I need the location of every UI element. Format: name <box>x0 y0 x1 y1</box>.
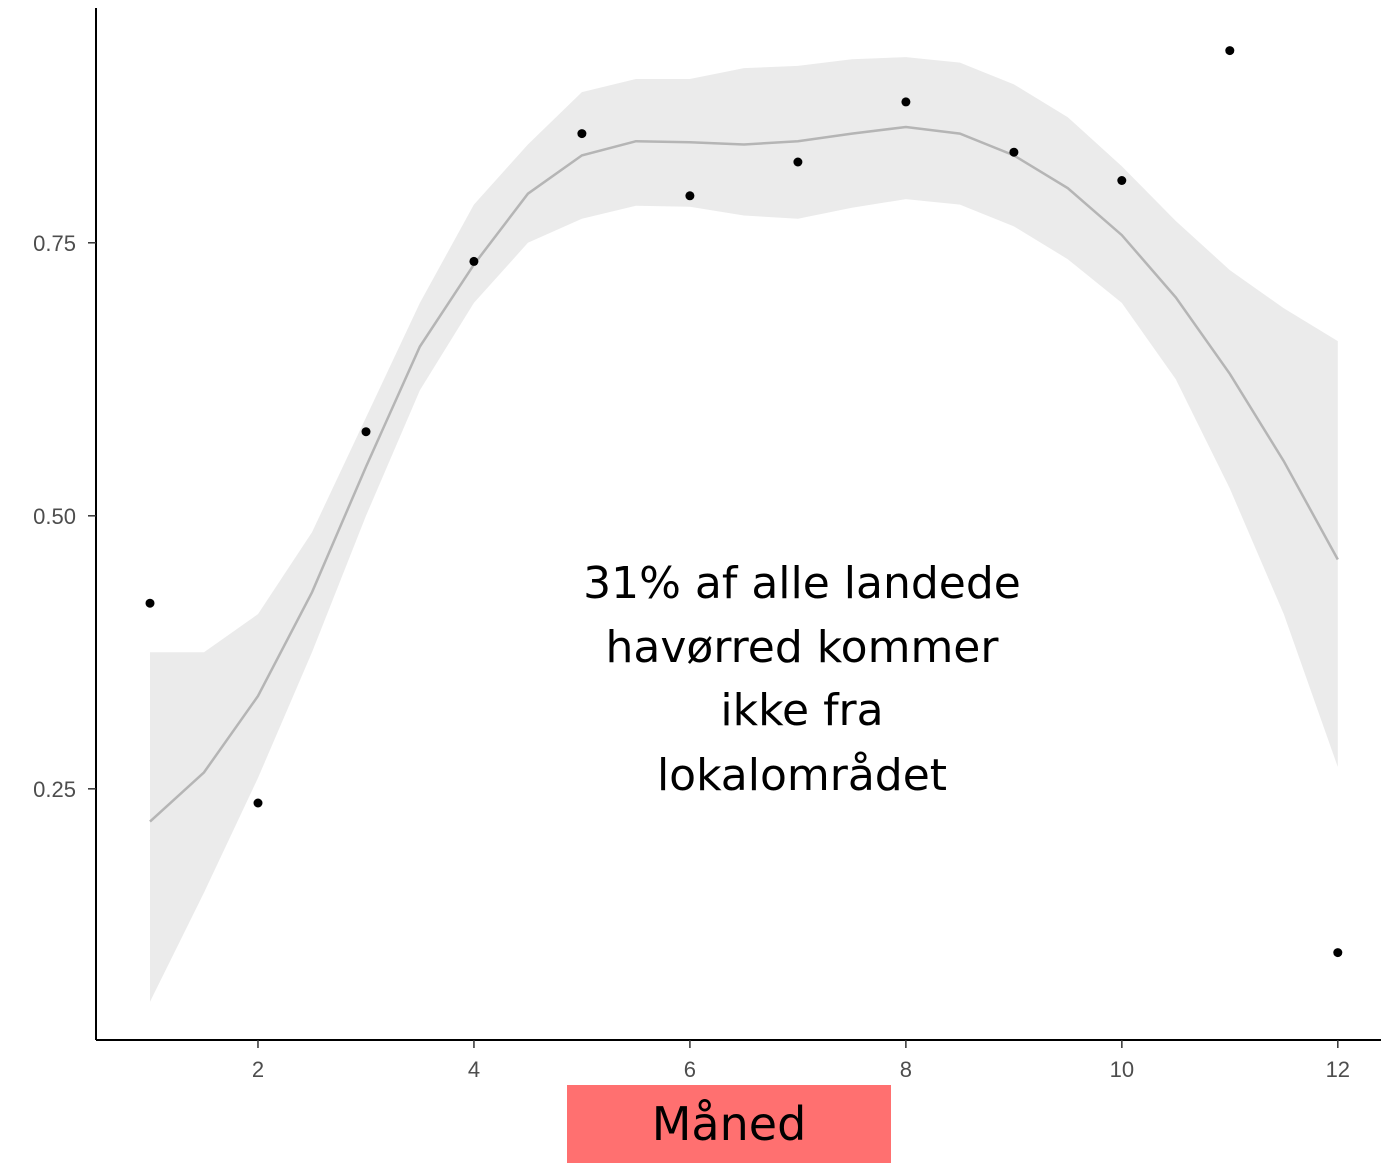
x-tick-label: 4 <box>468 1057 480 1082</box>
annotation-line-3: ikke fra <box>720 685 883 736</box>
data-point <box>793 157 803 167</box>
confidence-band-layer <box>150 57 1338 1002</box>
smooth-line <box>149 125 1339 823</box>
data-point <box>469 256 479 266</box>
data-point <box>901 97 911 107</box>
x-tick-label: 6 <box>684 1057 696 1082</box>
data-point <box>1009 147 1019 157</box>
data-point <box>361 427 371 437</box>
smooth-line-layer <box>149 125 1339 823</box>
data-point <box>145 598 155 608</box>
ticks-layer: 2 4 6 8 10 12 0.25 0.50 0.75 <box>33 231 1350 1082</box>
data-point <box>1117 176 1127 185</box>
data-point <box>577 129 587 139</box>
data-point <box>1225 46 1235 56</box>
x-tick-label: 12 <box>1326 1057 1350 1082</box>
x-axis-label-box: Måned <box>567 1085 891 1163</box>
annotation-line-2: havørred kommer <box>606 622 1000 673</box>
annotation-line-4: lokalområdet <box>657 750 947 801</box>
x-tick-label: 8 <box>900 1057 912 1082</box>
axes-layer <box>95 8 1381 1041</box>
data-point <box>253 798 263 808</box>
x-axis-label: Måned <box>651 1097 807 1151</box>
x-tick-label: 2 <box>252 1057 264 1082</box>
y-tick-label: 0.75 <box>33 231 76 256</box>
y-tick-label: 0.50 <box>33 504 76 529</box>
y-tick-label: 0.25 <box>33 777 76 802</box>
data-points-layer <box>145 46 1343 958</box>
confidence-band <box>150 57 1338 1002</box>
x-tick-label: 10 <box>1110 1057 1134 1082</box>
data-point <box>685 191 695 201</box>
annotation: 31% af alle landede havørred kommer ikke… <box>583 558 1021 801</box>
data-point <box>1333 948 1343 958</box>
annotation-line-1: 31% af alle landede <box>583 558 1021 609</box>
